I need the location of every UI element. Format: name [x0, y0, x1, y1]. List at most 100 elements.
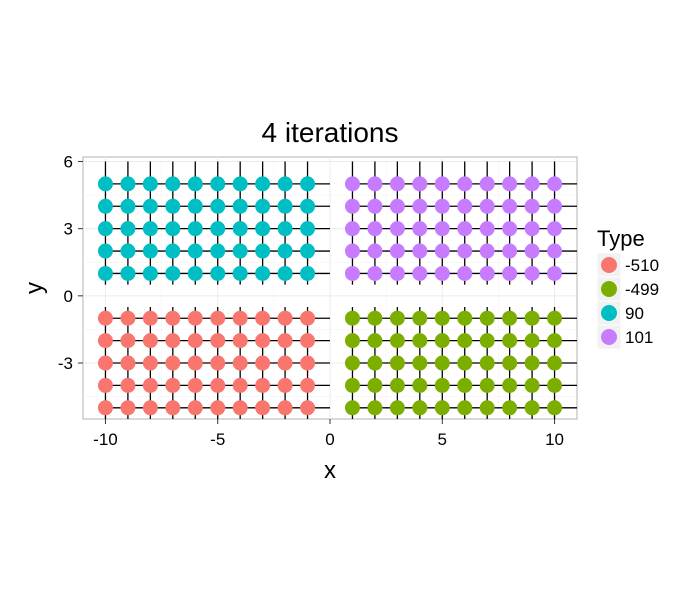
data-point [232, 176, 248, 192]
data-point [479, 221, 495, 237]
data-point [120, 400, 136, 416]
data-point [412, 333, 428, 349]
data-point [457, 265, 473, 281]
data-point [255, 221, 271, 237]
data-point [457, 198, 473, 214]
data-point [389, 400, 405, 416]
data-point [300, 265, 316, 281]
y-tick-label: 3 [64, 220, 73, 239]
data-point [120, 355, 136, 371]
data-point [300, 355, 316, 371]
data-point [142, 221, 158, 237]
data-point [479, 198, 495, 214]
data-points [97, 176, 563, 416]
data-point [502, 400, 518, 416]
data-point [232, 265, 248, 281]
data-point [165, 176, 181, 192]
x-axis-title: x [324, 457, 336, 484]
data-point [457, 176, 473, 192]
data-point [277, 243, 293, 259]
data-point [120, 198, 136, 214]
data-point [479, 176, 495, 192]
data-point [367, 310, 383, 326]
data-point [97, 221, 113, 237]
data-point [502, 221, 518, 237]
data-point [344, 176, 360, 192]
data-point [300, 243, 316, 259]
data-point [367, 265, 383, 281]
data-point [502, 243, 518, 259]
data-point [187, 400, 203, 416]
data-point [547, 377, 563, 393]
data-point [165, 400, 181, 416]
data-point [524, 198, 540, 214]
data-point [367, 176, 383, 192]
data-point [142, 243, 158, 259]
data-point [502, 198, 518, 214]
data-point [300, 310, 316, 326]
data-point [479, 333, 495, 349]
data-point [524, 176, 540, 192]
data-point [434, 198, 450, 214]
data-point [255, 243, 271, 259]
data-point [210, 400, 226, 416]
data-point [210, 377, 226, 393]
data-point [344, 377, 360, 393]
data-point [457, 310, 473, 326]
legend-swatch [601, 329, 617, 345]
data-point [434, 355, 450, 371]
data-point [142, 400, 158, 416]
data-point [187, 333, 203, 349]
data-point [457, 400, 473, 416]
data-point [367, 400, 383, 416]
data-point [524, 355, 540, 371]
data-point [344, 355, 360, 371]
data-point [434, 265, 450, 281]
data-point [344, 221, 360, 237]
data-point [97, 400, 113, 416]
data-point [412, 400, 428, 416]
data-point [300, 400, 316, 416]
data-point [165, 221, 181, 237]
data-point [434, 377, 450, 393]
y-axis: -3 0 3 6 [58, 152, 83, 373]
data-point [232, 355, 248, 371]
data-point [97, 243, 113, 259]
data-point [210, 221, 226, 237]
data-point [434, 333, 450, 349]
data-point [165, 377, 181, 393]
data-point [434, 310, 450, 326]
data-point [547, 400, 563, 416]
data-point [479, 355, 495, 371]
data-point [367, 221, 383, 237]
data-point [142, 265, 158, 281]
data-point [277, 198, 293, 214]
data-point [367, 333, 383, 349]
data-point [547, 333, 563, 349]
chart-title: 4 iterations [262, 117, 399, 148]
data-point [97, 310, 113, 326]
data-point [210, 198, 226, 214]
data-point [187, 198, 203, 214]
data-point [300, 198, 316, 214]
legend-swatch [601, 281, 617, 297]
data-point [165, 198, 181, 214]
data-point [255, 310, 271, 326]
data-point [97, 265, 113, 281]
data-point [255, 265, 271, 281]
data-point [547, 198, 563, 214]
y-tick-label: 6 [64, 152, 73, 171]
data-point [412, 265, 428, 281]
data-point [120, 310, 136, 326]
data-point [367, 243, 383, 259]
y-tick-label: 0 [64, 287, 73, 306]
data-point [255, 377, 271, 393]
data-point [547, 243, 563, 259]
data-point [547, 176, 563, 192]
data-point [142, 198, 158, 214]
data-point [277, 221, 293, 237]
data-point [232, 221, 248, 237]
data-point [232, 400, 248, 416]
data-point [210, 243, 226, 259]
